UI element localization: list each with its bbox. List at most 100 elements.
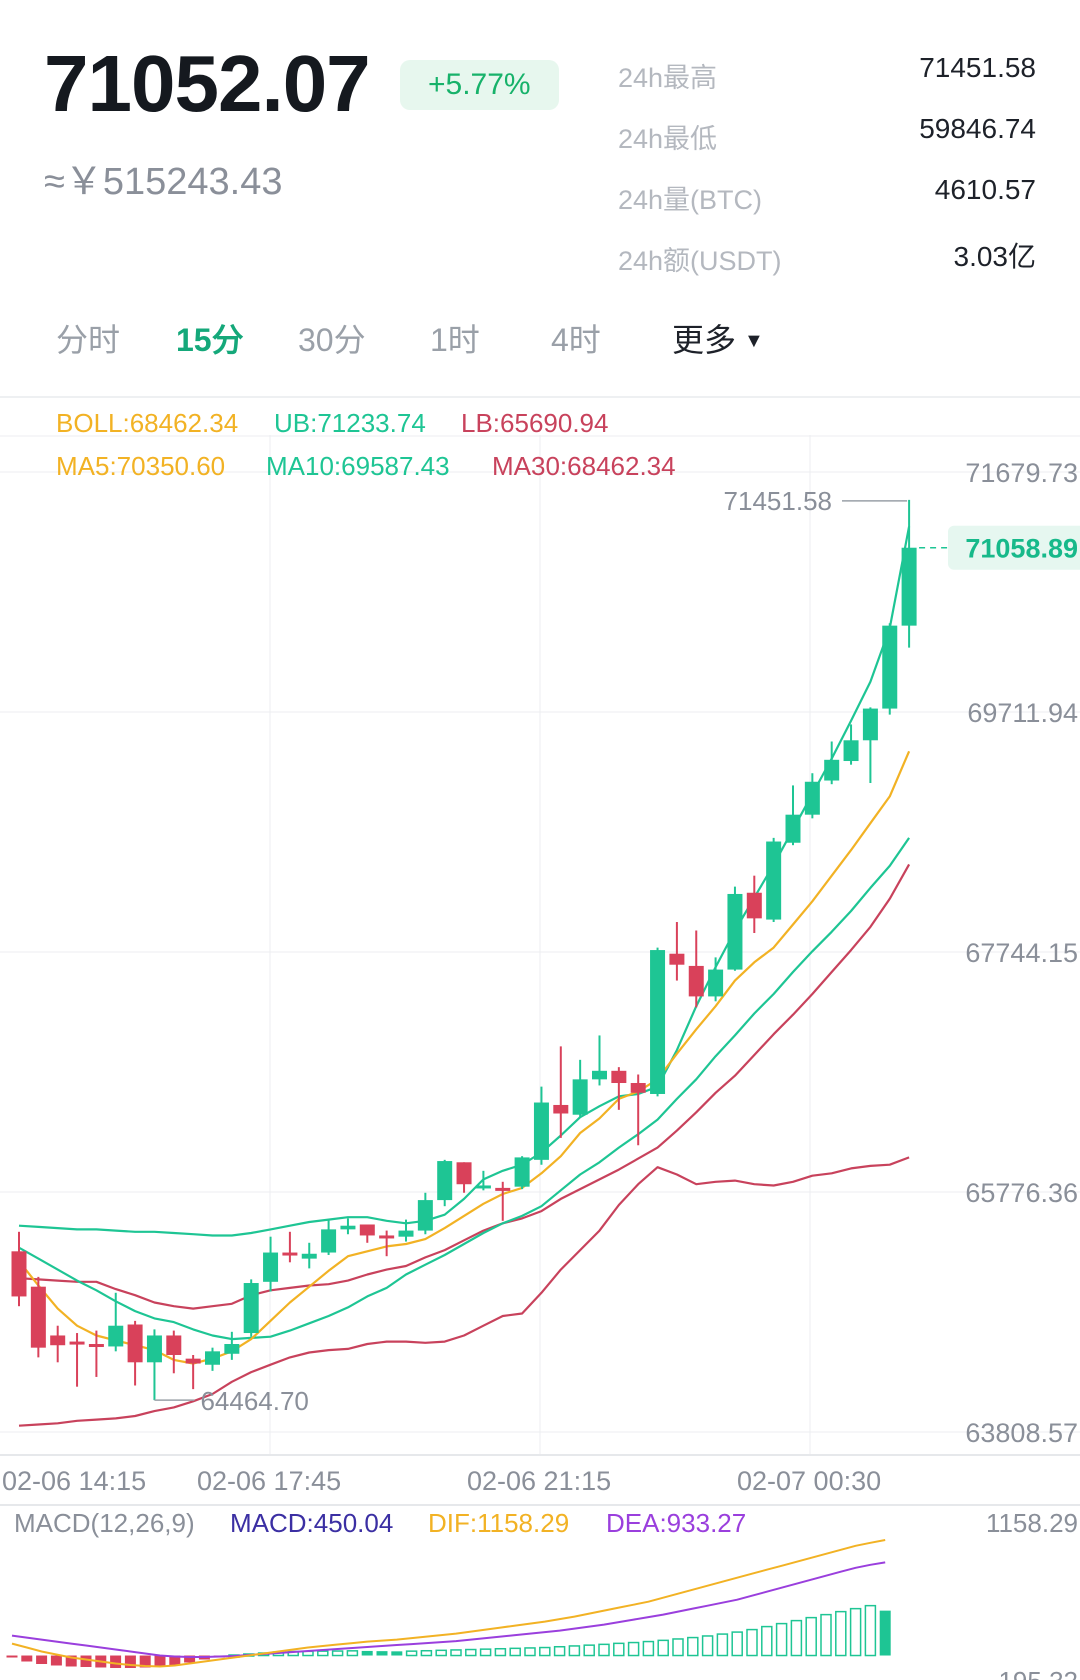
ma-legend-item: MA10:69587.43	[266, 451, 450, 481]
candle-body	[88, 1344, 104, 1348]
stat-value: 71451.58	[919, 52, 1036, 83]
macd-bar	[420, 1649, 433, 1657]
macd-bar	[391, 1651, 403, 1656]
candle-body	[146, 1335, 162, 1363]
macd-bar	[864, 1604, 877, 1657]
macd-bar	[553, 1645, 566, 1657]
macd-bar	[642, 1640, 655, 1657]
stat-value: 59846.74	[919, 113, 1036, 144]
current-price-label: 71058.89	[965, 534, 1078, 564]
candle-body	[572, 1079, 588, 1115]
high-label: 71451.58	[724, 486, 832, 516]
boll-lb-line	[18, 1156, 910, 1427]
boll-mid-line	[18, 863, 911, 1310]
candle-body	[843, 740, 859, 762]
macd-bar	[583, 1644, 595, 1657]
candle-body	[533, 1102, 549, 1160]
macd-legend-item: MACD(12,26,9)	[14, 1508, 195, 1538]
macd-bar	[169, 1655, 181, 1665]
candle-body	[862, 708, 878, 741]
macd-bar	[775, 1622, 788, 1657]
tab-1h[interactable]: 1时	[430, 322, 480, 358]
candle-body	[108, 1325, 124, 1347]
dif-line	[11, 1539, 886, 1668]
y-tick-label: 67744.15	[965, 938, 1078, 968]
ma-legend-item: MA30:68462.34	[492, 451, 676, 481]
macd-bar	[731, 1631, 743, 1657]
last-price: 71052.07	[44, 39, 371, 128]
stat-row-high: 24h最高 71451.58	[618, 50, 1036, 111]
candle-body	[417, 1200, 433, 1231]
change-badge: +5.77%	[400, 60, 559, 110]
macd-bar	[331, 1650, 344, 1657]
x-tick-label: 02-06 17:45	[197, 1466, 341, 1496]
macd-bar	[376, 1651, 388, 1656]
candle-body	[437, 1161, 453, 1201]
macd-bar	[613, 1642, 625, 1657]
macd-bar	[154, 1655, 166, 1667]
candle-body	[398, 1230, 414, 1237]
tab-more[interactable]: 更多 ▼	[672, 315, 764, 361]
macd-bar	[627, 1641, 640, 1657]
macd-bar	[184, 1655, 196, 1663]
tab-more-label: 更多	[672, 322, 737, 358]
y-tick-label: 71679.73	[965, 458, 1078, 488]
candle-body	[514, 1157, 530, 1187]
ma10-line	[18, 837, 911, 1341]
macd-bar	[509, 1647, 521, 1657]
candle-body	[650, 950, 666, 1094]
candle-body	[301, 1253, 317, 1259]
stat-row-low: 24h最低 59846.74	[618, 111, 1036, 172]
candle-body	[11, 1251, 27, 1297]
low-label: 64464.70	[200, 1386, 308, 1416]
ma5-line	[18, 750, 911, 1365]
tab-4h[interactable]: 4时	[551, 322, 601, 358]
candle-body	[611, 1070, 627, 1084]
y-tick-label: 65776.36	[965, 1178, 1078, 1208]
macd-bar	[110, 1655, 122, 1668]
macd-bar	[465, 1648, 477, 1657]
stat-label: 24h最高	[618, 63, 718, 93]
candle-body	[127, 1324, 143, 1363]
macd-legend-item: DIF:1158.29	[428, 1508, 569, 1538]
candle-body	[205, 1351, 220, 1365]
x-tick-label: 02-06 14:15	[2, 1466, 146, 1496]
tab-time-sharing[interactable]: 分时	[56, 322, 121, 358]
stat-value: 4610.57	[934, 174, 1036, 205]
candle-body	[50, 1335, 66, 1346]
candle-body	[30, 1286, 46, 1348]
macd-y-tick: -195.32	[990, 1666, 1078, 1680]
macd-bar	[361, 1650, 373, 1656]
macd-bar	[65, 1655, 77, 1667]
candle-body	[688, 965, 704, 997]
macd-bar	[80, 1655, 92, 1667]
ma-legend-item: MA5:70350.60	[56, 451, 225, 481]
tab-15min[interactable]: 15分	[176, 322, 244, 358]
candle-body	[185, 1358, 201, 1364]
candle-body	[243, 1283, 259, 1334]
macd-bar	[21, 1655, 33, 1662]
macd-bar	[687, 1636, 699, 1657]
macd-bar	[50, 1655, 62, 1666]
macd-bar	[746, 1628, 758, 1657]
caret-down-icon: ▼	[744, 330, 764, 352]
cny-price: ≈￥515243.43	[44, 161, 283, 203]
macd-bar	[317, 1650, 329, 1657]
candle-body	[824, 759, 840, 781]
macd-legend-item: MACD:450.04	[230, 1508, 393, 1538]
stats-panel: 24h最高 71451.58 24h最低 59846.74 24h量(BTC) …	[618, 50, 1036, 294]
stat-row-volume: 24h量(BTC) 4610.57	[618, 172, 1036, 233]
macd-bar	[6, 1655, 18, 1658]
macd-bar	[657, 1639, 669, 1657]
macd-bar	[36, 1655, 48, 1664]
tab-30min[interactable]: 30分	[298, 322, 366, 358]
macd-bar	[820, 1613, 832, 1657]
macd-bar	[849, 1607, 862, 1657]
current-price-tag	[948, 525, 1080, 570]
candle-body	[321, 1229, 337, 1253]
macd-bar	[405, 1650, 418, 1657]
candle-body	[630, 1083, 646, 1093]
macd-bar	[716, 1633, 729, 1657]
macd-bar	[790, 1619, 803, 1657]
